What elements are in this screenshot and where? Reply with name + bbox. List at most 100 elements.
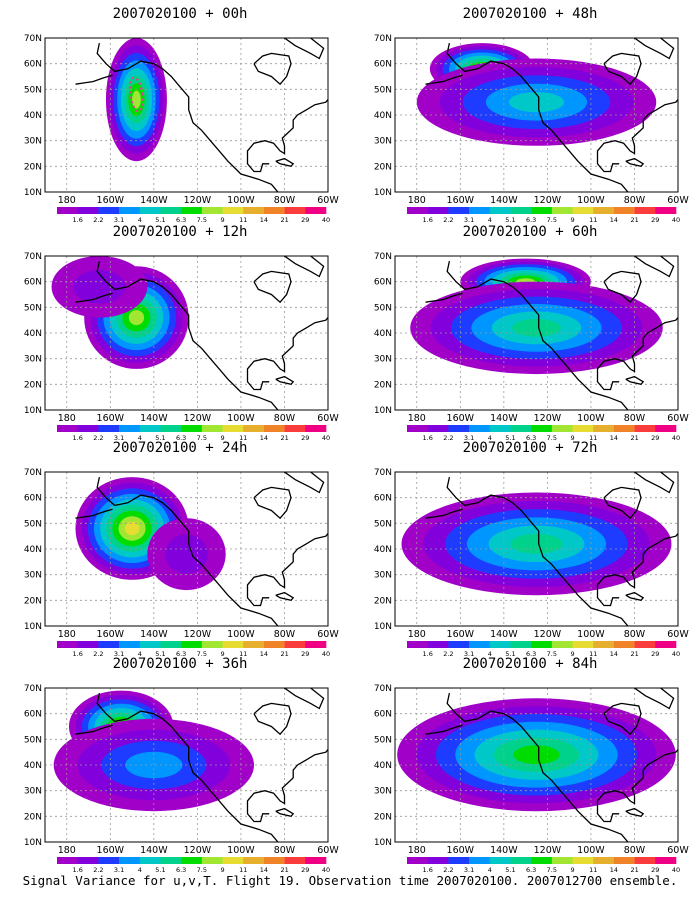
lon-tick-label: 60W — [317, 195, 339, 206]
colorbar-swatch — [243, 425, 265, 432]
colorbar-label: 4 — [488, 866, 492, 874]
colorbar-swatch — [119, 641, 141, 648]
map-panel: 2007020100 + 48h 10N 20N 30N 40N 50N 60N 70N 180… — [360, 6, 700, 224]
panel-title: 2007020100 + 84h — [462, 656, 598, 672]
colorbar-label: 1.6 — [423, 216, 433, 224]
colorbar-label: 2.2 — [93, 650, 103, 658]
lat-tick-label: 70N — [24, 684, 42, 694]
lat-tick-label: 30N — [374, 787, 392, 797]
colorbar-label: 11 — [239, 434, 247, 442]
lat-tick-label: 20N — [374, 596, 392, 606]
colorbar-label: 6.3 — [176, 434, 186, 442]
colorbar-swatch — [510, 425, 532, 432]
lat-tick-label: 50N — [24, 735, 42, 745]
colorbar-swatch — [407, 207, 428, 214]
colorbar-swatch — [572, 207, 594, 214]
colorbar-label: 1.6 — [423, 866, 433, 874]
colorbar-label: 4 — [138, 434, 142, 442]
colorbar-swatch — [634, 641, 656, 648]
colorbar-swatch — [284, 857, 306, 864]
lon-tick-label: 100W — [227, 845, 255, 856]
panel-title: 2007020100 + 12h — [112, 224, 248, 240]
colorbar-label: 11 — [589, 866, 597, 874]
map-panel: 2007020100 + 00h 10N 20N 30N 40N 50N 60N 70N 180… — [10, 6, 350, 224]
lat-tick-label: 50N — [374, 85, 392, 95]
contour-level — [508, 92, 565, 113]
lon-tick-label: 140W — [140, 413, 168, 424]
colorbar-swatch — [448, 207, 470, 214]
colorbar-label: 9 — [570, 650, 574, 658]
lat-tick-label: 10N — [24, 838, 42, 848]
lon-tick-label: 120W — [534, 413, 562, 424]
colorbar-label: 4 — [488, 650, 492, 658]
lon-tick-label: 120W — [184, 195, 212, 206]
colorbar-swatch — [305, 425, 327, 432]
colorbar-swatch — [407, 857, 428, 864]
colorbar-label: 21 — [280, 216, 288, 224]
colorbar-label: 11 — [239, 650, 247, 658]
colorbar-label: 29 — [651, 866, 659, 874]
lat-tick-label: 60N — [374, 60, 392, 70]
colorbar-label: 2.2 — [443, 866, 453, 874]
lon-tick-label: 160W — [97, 413, 125, 424]
coastline — [425, 472, 678, 626]
colorbar-swatch — [57, 207, 78, 214]
colorbar-label: 40 — [322, 866, 330, 874]
lat-tick-label: 30N — [374, 355, 392, 365]
colorbar-swatch — [305, 641, 327, 648]
coastline — [425, 256, 678, 410]
colorbar-swatch — [243, 641, 265, 648]
colorbar-swatch — [305, 857, 327, 864]
colorbar-label: 5.1 — [505, 650, 515, 658]
colorbar: 1.6 2.2 3.1 4 5.1 6.3 7.5 9 11 14 21 29 40 — [57, 641, 330, 658]
colorbar-label: 5.1 — [505, 434, 515, 442]
colorbar-label: 1.6 — [423, 650, 433, 658]
colorbar-swatch — [634, 425, 656, 432]
lat-tick-label: 50N — [24, 303, 42, 313]
colorbar-label: 9 — [570, 216, 574, 224]
lon-tick-label: 100W — [577, 845, 605, 856]
map-panel: 2007020100 + 84h 10N 20N 30N 40N 50N 60N 70N 180… — [360, 656, 700, 874]
contour-level — [512, 318, 561, 337]
contour-level — [73, 270, 126, 304]
colorbar-label: 3.1 — [114, 650, 124, 658]
colorbar-label: 14 — [260, 434, 268, 442]
colorbar-swatch — [613, 207, 635, 214]
colorbar-swatch — [572, 425, 594, 432]
colorbar-swatch — [201, 857, 223, 864]
colorbar-label: 11 — [239, 216, 247, 224]
colorbar-label: 3.1 — [464, 216, 474, 224]
colorbar-swatch — [77, 857, 99, 864]
lon-tick-label: 140W — [490, 413, 518, 424]
colorbar-label: 1.6 — [73, 866, 83, 874]
map-plot: 10N 20N 30N 40N 50N 60N 70N 180 160W 140W 120W 100W… — [24, 468, 340, 658]
lon-tick-label: 120W — [534, 629, 562, 640]
lon-tick-label: 100W — [577, 195, 605, 206]
colorbar-label: 5.1 — [155, 216, 165, 224]
colorbar-swatch — [655, 857, 677, 864]
colorbar-swatch — [77, 641, 99, 648]
lon-tick-label: 100W — [227, 195, 255, 206]
lat-tick-label: 10N — [24, 622, 42, 632]
colorbar-label: 1.6 — [73, 434, 83, 442]
lat-tick-label: 20N — [24, 380, 42, 390]
colorbar-swatch — [119, 857, 141, 864]
colorbar: 1.6 2.2 3.1 4 5.1 6.3 7.5 9 11 14 21 29 40 — [407, 857, 680, 874]
colorbar-swatch — [222, 857, 244, 864]
colorbar-swatch — [510, 857, 532, 864]
colorbar-swatch — [593, 425, 615, 432]
coastline — [75, 688, 328, 842]
colorbar-label: 6.3 — [526, 434, 536, 442]
colorbar-label: 3.1 — [464, 650, 474, 658]
lon-tick-label: 100W — [577, 413, 605, 424]
colorbar-label: 2.2 — [443, 650, 453, 658]
colorbar-swatch — [201, 425, 223, 432]
colorbar-swatch — [510, 207, 532, 214]
colorbar-swatch — [98, 425, 120, 432]
lon-tick-label: 180 — [58, 845, 76, 856]
colorbar-swatch — [243, 857, 265, 864]
panel-title: 2007020100 + 24h — [112, 440, 248, 456]
lon-tick-label: 120W — [534, 195, 562, 206]
colorbar-swatch — [222, 641, 244, 648]
colorbar-swatch — [119, 425, 141, 432]
